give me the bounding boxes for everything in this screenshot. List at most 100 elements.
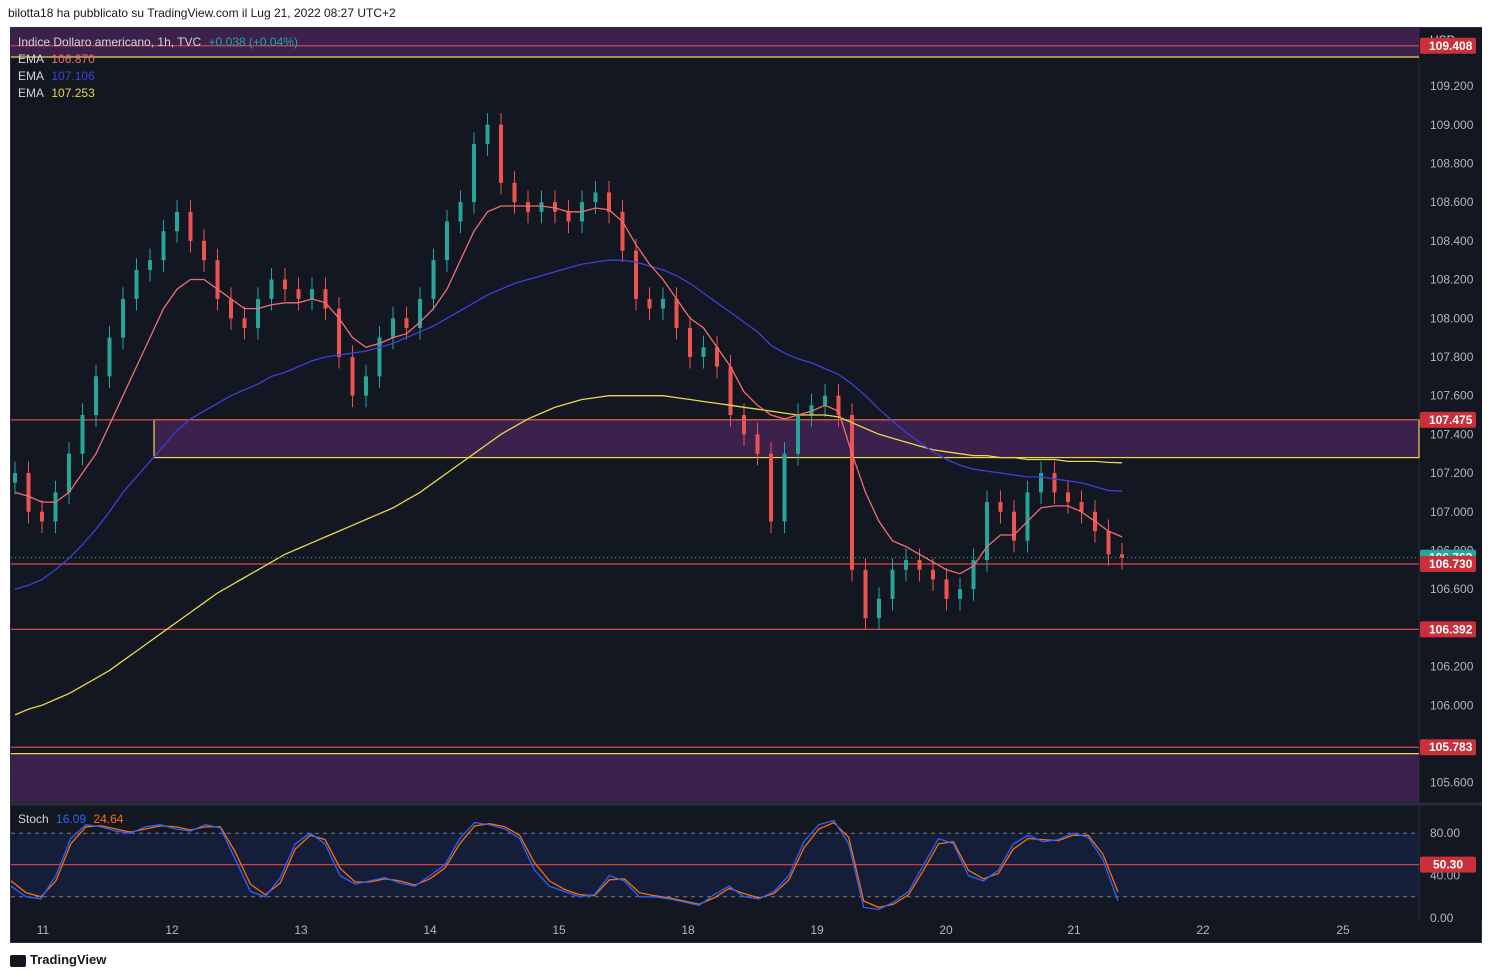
x-tick-label: 22: [1196, 923, 1210, 937]
candle-body: [958, 589, 962, 599]
candle-body: [742, 415, 746, 435]
footer-brand[interactable]: TradingView: [10, 952, 106, 967]
candle-body: [1039, 473, 1043, 493]
candle-body: [13, 473, 17, 483]
candle-body: [526, 202, 530, 212]
price-tag: [1420, 555, 1476, 572]
candle-body: [512, 182, 517, 203]
legend-ema1[interactable]: EMA 106.870: [18, 52, 99, 66]
candle-body: [391, 318, 395, 338]
ema1-value: 106.870: [51, 52, 95, 66]
candle-body: [229, 298, 233, 319]
candle-body: [1052, 473, 1057, 493]
candle-body: [1012, 511, 1016, 541]
legend-title-row: Indice Dollaro americano, 1h, TVC +0.038…: [18, 35, 302, 49]
y-tick-label: 107.800: [1430, 350, 1474, 364]
y-tick-label: 109.200: [1430, 79, 1474, 93]
price-tag-label: 106.392: [1429, 622, 1473, 636]
legend-title: Indice Dollaro americano, 1h, TVC: [18, 35, 202, 49]
candle-body: [634, 250, 638, 299]
candle-body: [728, 366, 733, 415]
candle-body: [782, 453, 787, 522]
y-tick-label: 106.200: [1430, 660, 1474, 674]
candle-body: [620, 211, 625, 251]
candle-body: [877, 598, 881, 619]
ema2-value: 107.106: [51, 69, 95, 83]
candle-body: [296, 289, 301, 299]
candle-body: [647, 298, 652, 309]
candle-body: [1120, 554, 1124, 558]
candle-body: [26, 473, 31, 512]
candle-body: [931, 569, 935, 580]
candle-body: [890, 569, 895, 599]
x-tick-label: 19: [810, 923, 824, 937]
stoch-y-tick-label: 0.00: [1430, 911, 1454, 925]
y-tick-label: 108.000: [1430, 311, 1474, 325]
legend-ema3[interactable]: EMA 107.253: [18, 86, 99, 100]
candle-body: [755, 434, 760, 454]
candle-body: [269, 279, 274, 299]
candle-body: [1106, 531, 1111, 555]
candle-body: [148, 260, 152, 270]
candle-body: [94, 376, 98, 415]
candle-body: [337, 308, 341, 357]
stoch-y-tick-label: 80.00: [1430, 826, 1460, 840]
candle-body: [40, 511, 44, 522]
candle-body: [431, 260, 436, 299]
candle-body: [836, 395, 841, 415]
y-tick-label: 109.000: [1430, 118, 1474, 132]
candle-body: [553, 202, 557, 212]
candle-body: [202, 240, 206, 261]
candle-body: [539, 202, 544, 212]
price-tag-label: 107.475: [1429, 413, 1473, 427]
candle-body: [67, 453, 71, 493]
candle-body: [134, 269, 139, 299]
x-tick-label: 18: [681, 923, 695, 937]
candle-body: [80, 415, 85, 454]
price-tag-label: 109.408: [1429, 39, 1473, 53]
candle-body: [796, 415, 800, 454]
candle-body: [350, 356, 355, 396]
candle-body: [107, 337, 112, 377]
candle-body: [472, 144, 476, 203]
price-tag-label: 106.730: [1429, 557, 1473, 571]
legend-ema2[interactable]: EMA 107.106: [18, 69, 99, 83]
price-axis-bg: [1419, 28, 1482, 920]
y-tick-label: 107.400: [1430, 427, 1474, 441]
candle-body: [701, 347, 706, 357]
y-tick-label: 106.000: [1430, 698, 1474, 712]
ema2-label: EMA: [18, 69, 45, 83]
candle-body: [593, 192, 598, 203]
y-tick-label: 108.800: [1430, 156, 1474, 170]
supply-demand-zone: [11, 753, 1419, 802]
candle-body: [458, 202, 463, 222]
stoch-k-line: [10, 819, 1119, 911]
x-tick-label: 25: [1336, 923, 1350, 937]
candle-body: [256, 298, 260, 328]
candle-body: [769, 453, 773, 522]
legend-stoch[interactable]: Stoch 16.09 24.64: [18, 812, 127, 826]
stoch-level-tag: [1420, 856, 1476, 873]
x-tick-label: 11: [37, 923, 50, 937]
ema3-value: 107.253: [51, 86, 95, 100]
candle-body: [944, 579, 949, 599]
x-tick-label: 21: [1067, 923, 1081, 937]
x-tick-label: 15: [552, 923, 566, 937]
candle-body: [971, 560, 976, 590]
candle-body: [364, 376, 368, 396]
legend-change: +0.038 (+0.04%): [208, 35, 298, 49]
stoch-label: Stoch: [18, 812, 49, 826]
candle-body: [607, 192, 611, 212]
stoch-k-value: 16.09: [56, 812, 87, 826]
candle-body: [863, 569, 868, 619]
supply-demand-zone: [154, 419, 1419, 458]
stoch-level-tag-label: 50.30: [1433, 858, 1463, 872]
candle-body: [688, 327, 692, 357]
candle-body: [188, 211, 193, 241]
x-tick-label: 13: [294, 923, 308, 937]
candle-body: [121, 298, 125, 338]
x-tick-label: 20: [939, 923, 953, 937]
tradingview-logo-icon: [10, 954, 26, 967]
price-tag: [1420, 411, 1476, 428]
